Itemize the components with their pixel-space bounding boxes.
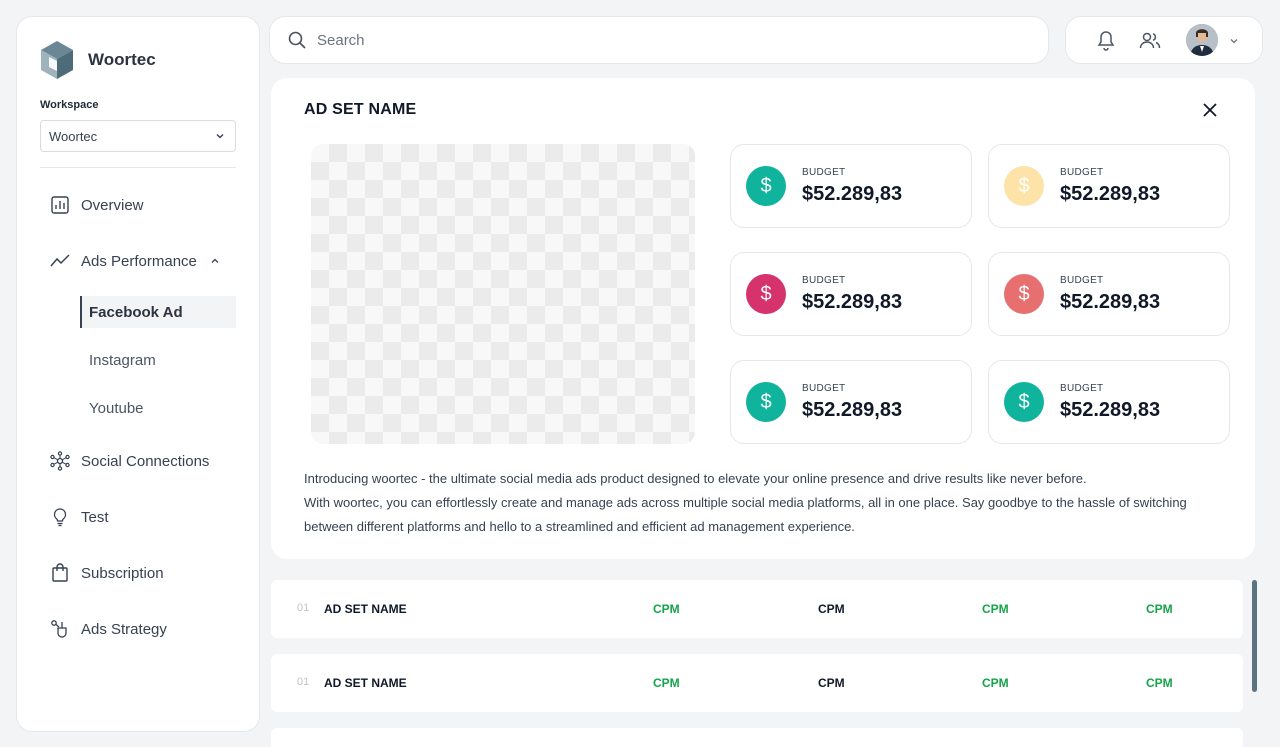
scrollbar[interactable] <box>1252 580 1257 692</box>
card-title: AD SET NAME <box>304 101 417 118</box>
table-row[interactable]: 01 AD SET NAME CPM CPM CPM CPM <box>271 580 1243 638</box>
sidebar-item-subscription[interactable]: Subscription <box>50 561 164 585</box>
row-metric: CPM <box>653 676 680 690</box>
workspace-label: Workspace <box>40 99 99 111</box>
chevron-up-icon <box>211 258 219 263</box>
ad-description: Introducing woortec - the ultimate socia… <box>304 467 1224 539</box>
row-metric: CPM <box>982 676 1009 690</box>
sidebar: Woortec Workspace Woortec Overview Ads P… <box>16 16 260 732</box>
workspace-value: Woortec <box>49 128 98 144</box>
sidebar-subitem-facebook-ad[interactable]: Facebook Ad <box>80 296 236 328</box>
stat-value: $52.289,83 <box>802 291 903 313</box>
trend-line-icon <box>50 254 70 267</box>
stat-value: $52.289,83 <box>1060 183 1161 205</box>
sidebar-item-overview[interactable]: Overview <box>50 193 144 217</box>
search-icon <box>288 31 306 49</box>
chevron-down-icon[interactable] <box>1229 36 1239 46</box>
sidebar-item-label: Subscription <box>81 564 164 582</box>
sidebar-subitem-instagram[interactable]: Instagram <box>89 351 156 369</box>
sidebar-item-label: Social Connections <box>81 452 210 470</box>
woortec-logo-icon <box>41 41 73 79</box>
sidebar-item-test[interactable]: Test <box>50 505 109 529</box>
network-icon <box>50 451 70 471</box>
stat-value: $52.289,83 <box>802 183 903 205</box>
ad-set-detail-card: AD SET NAME $ BUDGET $52.289,83 $ BUDGET… <box>271 78 1255 559</box>
stat-card: $ BUDGET $52.289,83 <box>988 252 1230 336</box>
user-avatar-icon <box>1186 24 1218 56</box>
avatar[interactable] <box>1186 24 1218 56</box>
stat-value: $52.289,83 <box>1060 399 1161 421</box>
table-row[interactable] <box>271 728 1243 747</box>
sidebar-item-label: Overview <box>81 196 144 214</box>
bell-icon[interactable] <box>1096 30 1116 52</box>
stat-card: $ BUDGET $52.289,83 <box>988 144 1230 228</box>
search-bar[interactable] <box>269 16 1049 64</box>
stat-card: $ BUDGET $52.289,83 <box>988 360 1230 444</box>
row-metric: CPM <box>818 676 845 690</box>
shopping-bag-icon <box>52 563 68 582</box>
dollar-icon: $ <box>746 274 786 314</box>
row-number: 01 <box>297 602 310 614</box>
sidebar-item-social-connections[interactable]: Social Connections <box>50 449 209 473</box>
users-icon[interactable] <box>1139 30 1161 52</box>
bar-chart-icon <box>51 196 69 214</box>
lightbulb-icon <box>53 508 67 527</box>
close-icon[interactable] <box>1200 100 1220 120</box>
stat-label: BUDGET <box>1060 383 1104 394</box>
stat-label: BUDGET <box>1060 275 1104 286</box>
brand[interactable]: Woortec <box>39 39 156 81</box>
stat-label: BUDGET <box>1060 167 1104 178</box>
row-name: AD SET NAME <box>324 602 407 616</box>
row-number: 01 <box>297 676 310 688</box>
row-metric: CPM <box>818 602 845 616</box>
dollar-icon: $ <box>1004 382 1044 422</box>
stat-label: BUDGET <box>802 275 846 286</box>
row-metric: CPM <box>1146 676 1173 690</box>
sidebar-item-ads-strategy[interactable]: Ads Strategy <box>50 617 167 641</box>
ad-creative-placeholder <box>311 144 695 444</box>
sidebar-item-ads-performance[interactable]: Ads Performance <box>50 249 221 273</box>
brand-name: Woortec <box>88 50 156 69</box>
dollar-icon: $ <box>1004 166 1044 206</box>
dollar-icon: $ <box>746 166 786 206</box>
row-metric: CPM <box>982 602 1009 616</box>
sidebar-item-label: Test <box>81 508 109 526</box>
stat-card: $ BUDGET $52.289,83 <box>730 144 972 228</box>
stat-value: $52.289,83 <box>1060 291 1161 313</box>
description-line-2: With woortec, you can effortlessly creat… <box>304 495 1187 534</box>
row-name: AD SET NAME <box>324 676 407 690</box>
description-line-1: Introducing woortec - the ultimate socia… <box>304 471 1087 486</box>
row-metric: CPM <box>653 602 680 616</box>
sidebar-divider <box>40 167 236 168</box>
search-input[interactable] <box>317 31 1017 49</box>
dollar-icon: $ <box>746 382 786 422</box>
sidebar-subitem-youtube[interactable]: Youtube <box>89 399 144 417</box>
stat-label: BUDGET <box>802 383 846 394</box>
sidebar-item-label: Ads Performance <box>81 252 197 270</box>
strategy-icon <box>51 620 67 638</box>
chevron-down-icon <box>216 134 224 139</box>
stat-value: $52.289,83 <box>802 399 903 421</box>
sidebar-item-label: Ads Strategy <box>81 620 167 638</box>
stat-card: $ BUDGET $52.289,83 <box>730 252 972 336</box>
top-right-toolbar <box>1065 16 1263 64</box>
table-row[interactable]: 01 AD SET NAME CPM CPM CPM CPM <box>271 654 1243 712</box>
stat-label: BUDGET <box>802 167 846 178</box>
dollar-icon: $ <box>1004 274 1044 314</box>
stat-card: $ BUDGET $52.289,83 <box>730 360 972 444</box>
row-metric: CPM <box>1146 602 1173 616</box>
workspace-select[interactable]: Woortec <box>40 120 236 152</box>
